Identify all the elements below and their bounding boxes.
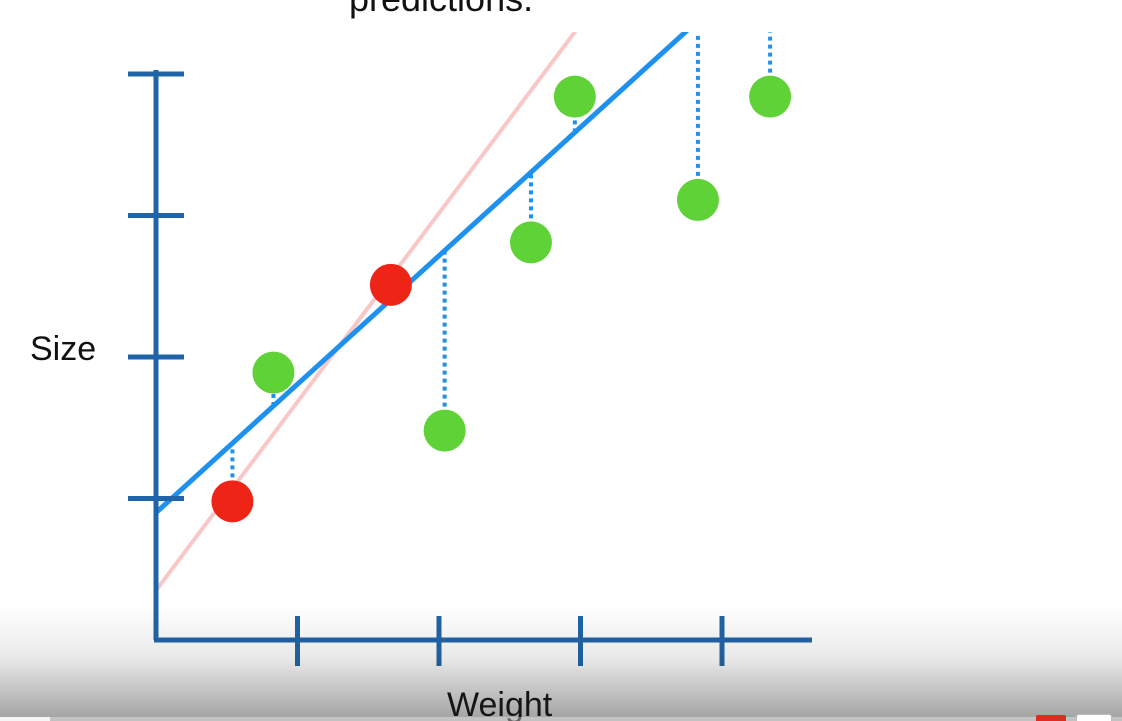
progress-bar[interactable] xyxy=(0,717,1122,721)
testing-point-3 xyxy=(423,409,466,452)
testing-point-6 xyxy=(676,178,719,221)
axes xyxy=(128,70,812,666)
testing-point-5 xyxy=(553,75,596,118)
residual-lines xyxy=(230,32,773,502)
youtube-logo-icon[interactable] xyxy=(1036,715,1066,721)
progress-bar-fill xyxy=(0,717,51,721)
training-point-0 xyxy=(211,480,254,523)
data-points xyxy=(211,75,792,523)
testing-point-4 xyxy=(509,221,552,264)
testing-point-2 xyxy=(252,351,295,394)
x-axis-label: Weight xyxy=(447,686,553,721)
settings-icon[interactable] xyxy=(1076,714,1112,721)
fit-line xyxy=(154,32,690,515)
y-axis-label: Size xyxy=(30,330,97,368)
player-corner-controls xyxy=(1036,713,1116,721)
caption-text: predictions. xyxy=(349,0,533,20)
testing-point-7 xyxy=(749,75,792,118)
training-point-1 xyxy=(369,263,412,306)
